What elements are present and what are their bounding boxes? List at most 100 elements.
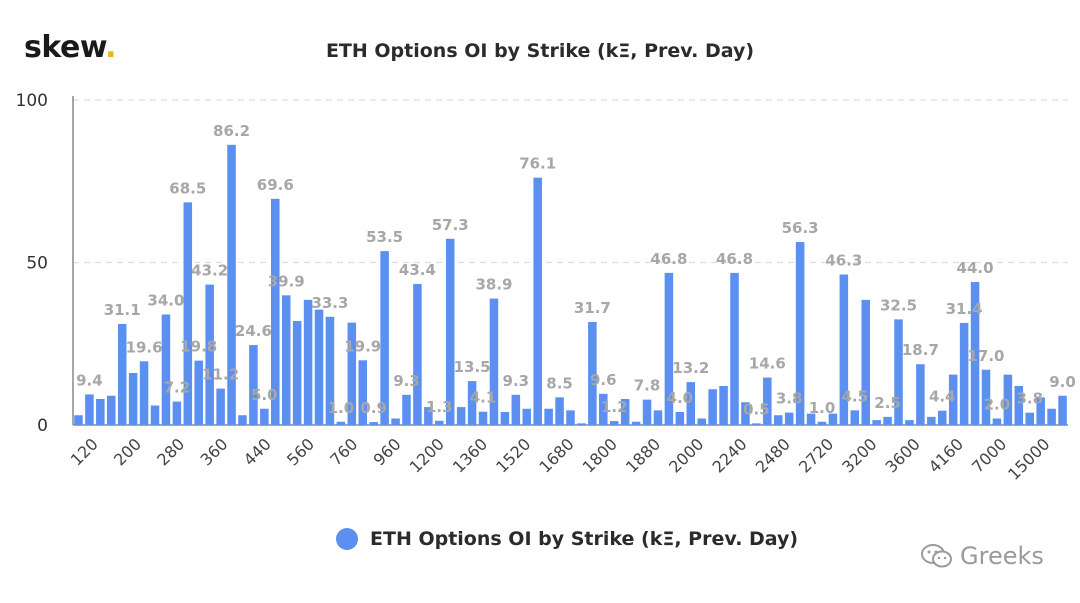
data-label: 76.1 [519,155,556,173]
bar [161,314,171,425]
data-label: 9.4 [76,371,103,389]
bar [500,412,510,425]
skew-logo: skew. [24,30,117,65]
bar [281,295,291,425]
data-label: 68.5 [169,179,206,197]
bar [675,412,685,425]
bar [905,420,914,425]
data-label: 11.2 [202,366,239,384]
data-label: 13.5 [454,358,491,376]
data-label: 19.8 [180,338,217,356]
bar [435,420,444,425]
bar [730,272,739,425]
bar [478,411,488,425]
data-label: 46.3 [825,252,862,270]
bar [653,410,663,425]
bar [609,421,619,425]
data-label: 9.0 [1049,373,1076,391]
x-tick-label: 1200 [406,434,448,476]
bar [872,420,881,425]
data-label: 2.0 [984,396,1011,414]
data-label: 0.5 [743,400,770,418]
bar [1058,395,1067,425]
bar [795,242,805,425]
x-tick-label: 2000 [665,434,707,476]
bar [894,319,903,425]
bar [1036,397,1045,425]
x-tick-label: 1800 [579,434,621,476]
data-label: 32.5 [880,296,917,314]
chart-title: ETH Options OI by Strike (kΞ, Prev. Day) [325,40,755,62]
bar [588,321,597,425]
bar [205,284,214,425]
bar [773,415,783,425]
bar [970,282,980,425]
x-tick-label: 3600 [882,434,924,476]
bar [271,198,280,425]
bar [456,407,466,425]
x-tick-label: 1360 [449,434,491,476]
data-label: 4.0 [667,389,694,407]
data-label: 5.0 [251,386,278,404]
x-tick-label: 1680 [535,434,577,476]
bar [249,345,258,425]
bar [599,393,608,425]
bar-chart: 0 50 100 9.4 31.1 19.6 34.0 7.2 68.5 19.8 43.2 11.2… [16,91,1076,484]
data-label: 69.6 [257,176,294,194]
x-tick-label: 2240 [708,434,750,476]
bar [260,408,269,425]
bar [927,416,936,425]
data-label: 46.8 [716,250,753,268]
data-label: 31.4 [946,300,983,318]
data-label: 9.6 [590,371,617,389]
data-label: 33.3 [311,294,348,312]
bar [642,399,652,425]
bar [763,377,772,425]
bar [708,389,717,425]
chart-legend[interactable]: ETH Options OI by Strike (kΞ, Prev. Day) [336,528,798,550]
data-label: 39.9 [268,272,305,290]
data-label: 13.2 [672,359,709,377]
x-tick-label: 960 [370,434,405,469]
data-label: 57.3 [432,216,469,234]
y-tick-label: 100 [16,91,48,111]
data-label: 31.1 [104,301,141,319]
greeks-watermark: Greeks [920,542,1044,570]
bar [358,360,368,425]
bar [369,422,378,425]
data-label: 4.1 [470,389,497,407]
bar [128,373,138,425]
bar [402,394,411,425]
data-label: 4.4 [929,388,956,406]
x-tick-label: 280 [153,434,188,469]
bar [806,413,816,425]
bar [391,418,400,425]
bar [916,364,925,425]
data-label: 38.9 [475,276,512,294]
data-label: 17.0 [967,347,1004,365]
bar [752,423,761,425]
bar [139,361,149,425]
bar [664,272,674,425]
wechat-icon [921,544,952,568]
data-label: 3.8 [776,390,803,408]
bar [620,399,630,425]
data-label: 34.0 [147,292,184,310]
x-tick-label: 1520 [492,434,534,476]
data-label: 1.0 [328,399,355,417]
bar [303,299,313,425]
data-label: 0.9 [360,399,387,417]
bar [566,410,575,425]
bar [992,418,1002,425]
x-tick-label: 120 [67,434,102,469]
bar [117,323,127,425]
bar [74,415,83,425]
bar [861,299,870,425]
bar [511,394,521,425]
watermark-text: Greeks [960,542,1044,570]
logo-text: skew [24,30,106,65]
data-label: 18.7 [902,341,939,359]
data-label: 43.4 [399,261,436,279]
data-label: 7.2 [164,379,191,397]
bar [380,251,389,425]
